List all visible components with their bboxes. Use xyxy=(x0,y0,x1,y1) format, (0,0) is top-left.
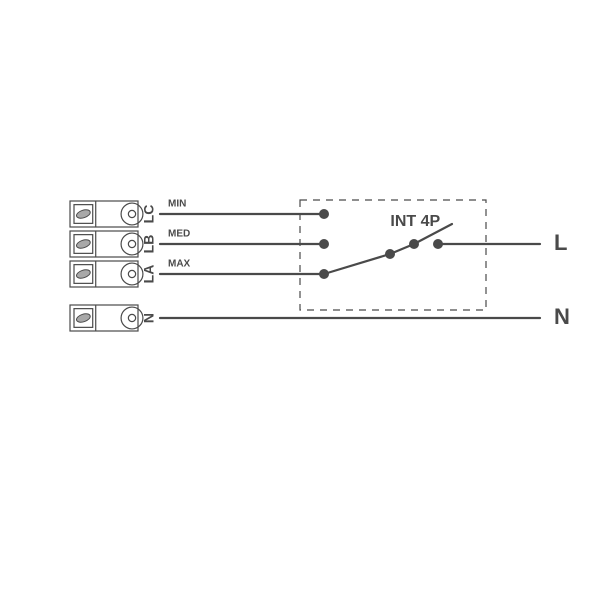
switch-label: INT 4P xyxy=(390,213,440,230)
pole-LC xyxy=(319,209,329,219)
terminal-LC xyxy=(70,201,143,227)
wiring-diagram: LC LB LA N MIN MED MAX N INT 4P L xyxy=(0,0,600,600)
terminal-LA xyxy=(70,261,143,287)
pole-LB xyxy=(319,239,329,249)
terminal-label-LA: LA xyxy=(141,265,157,284)
output-label-L: L xyxy=(554,230,567,255)
switch-arm-pivot xyxy=(390,244,414,254)
speed-label-MIN: MIN xyxy=(168,199,186,210)
switch-arm-in xyxy=(324,254,390,274)
terminal-N xyxy=(70,305,143,331)
output-label-N: N xyxy=(554,304,570,329)
terminal-label-N: N xyxy=(141,313,157,323)
speed-label-MAX: MAX xyxy=(168,259,191,270)
terminal-label-LC: LC xyxy=(141,205,157,224)
terminal-LB xyxy=(70,231,143,257)
terminal-label-LB: LB xyxy=(141,235,157,254)
speed-label-MED: MED xyxy=(168,229,190,240)
